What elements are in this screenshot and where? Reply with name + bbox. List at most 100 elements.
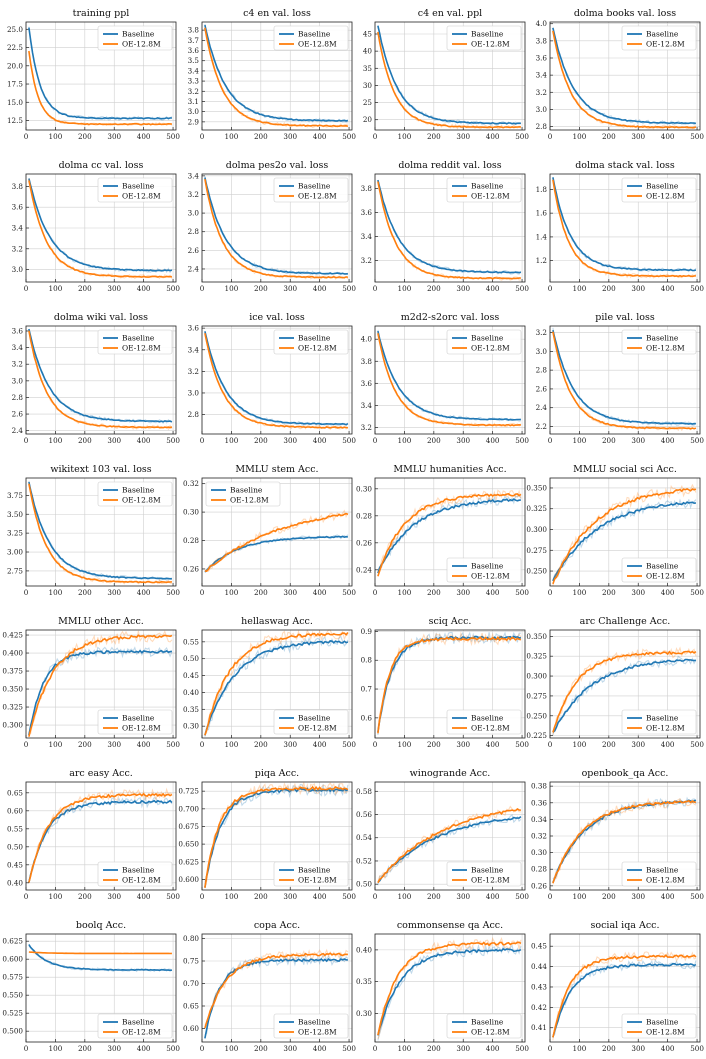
x-tick-label: 0 — [373, 892, 378, 901]
legend-label: OE-12.8M — [122, 876, 161, 885]
y-tick-label: 3.0 — [188, 388, 200, 397]
x-tick-label: 500 — [515, 1044, 529, 1053]
subplot: dolma wiki val. loss 0 100 200 300 400 500 2.4 2… — [12, 312, 181, 445]
legend-label: Baseline — [471, 562, 504, 571]
subplot: training ppl 0 100 200 300 400 500 12.5 15.0 17.5… — [7, 8, 180, 141]
y-tick-label: 0.26 — [356, 538, 372, 547]
axes-frame — [549, 933, 701, 1043]
y-tick-label: 1.4 — [536, 232, 548, 241]
series-line — [552, 27, 697, 125]
series-line — [377, 498, 521, 574]
legend-label: OE-12.8M — [298, 192, 337, 201]
y-tick-label: 0.375 — [2, 667, 23, 676]
x-tick-label: 200 — [427, 740, 441, 749]
x-tick-label: 200 — [254, 892, 268, 901]
legend-label: Baseline — [122, 30, 155, 39]
y-tick-label: 3.2 — [536, 88, 547, 97]
y-tick-label: 0.32 — [183, 479, 199, 488]
subplot: dolma reddit val. loss 0 100 200 300 400 500 3.… — [361, 160, 530, 293]
y-tick-label: 0.70 — [183, 979, 199, 988]
y-tick-label: 3.8 — [361, 357, 373, 366]
y-tick-label: 0.500 — [2, 1027, 23, 1036]
y-tick-label: 0.50 — [7, 842, 23, 851]
legend-label: OE-12.8M — [471, 876, 510, 885]
x-tick-label: 400 — [661, 132, 675, 141]
x-tick-label: 0 — [24, 892, 29, 901]
y-tick-label: 3.6 — [12, 326, 24, 335]
series-line — [204, 952, 348, 1029]
y-tick-label: 3.8 — [188, 26, 200, 35]
x-tick-label: 100 — [49, 132, 63, 141]
subplot-title: c4 en val. ppl — [418, 8, 482, 19]
axes-frame — [25, 173, 177, 283]
y-tick-label: 0.55 — [183, 637, 199, 646]
subplot: MMLU humanities Acc. 0 100 200 300 400 500 0.24… — [356, 464, 529, 597]
y-tick-label: 0.650 — [178, 840, 199, 849]
x-tick-label: 300 — [631, 284, 645, 293]
y-tick-label: 0.28 — [356, 511, 372, 520]
x-tick-label: 500 — [515, 132, 529, 141]
y-tick-label: 0.56 — [356, 810, 372, 819]
legend-label: OE-12.8M — [471, 192, 510, 201]
series-raw-line — [377, 494, 522, 571]
x-tick-label: 200 — [78, 588, 92, 597]
legend-label: OE-12.8M — [646, 344, 685, 353]
y-tick-label: 3.4 — [12, 343, 24, 352]
x-tick-label: 500 — [342, 1044, 356, 1053]
y-tick-label: 2.8 — [536, 122, 548, 131]
subplot: winogrande Acc. 0 100 200 300 400 500 0.50 0.52 0… — [356, 768, 529, 901]
y-tick-label: 0.50 — [356, 880, 372, 889]
x-tick-label: 200 — [254, 436, 268, 445]
axes-frame — [374, 477, 526, 587]
x-tick-label: 200 — [602, 132, 616, 141]
y-tick-label: 3.4 — [12, 224, 24, 233]
x-tick-label: 300 — [456, 132, 470, 141]
y-tick-label: 3.2 — [12, 360, 23, 369]
x-tick-label: 100 — [49, 740, 63, 749]
x-tick-label: 200 — [78, 740, 92, 749]
x-tick-label: 400 — [137, 436, 151, 445]
legend-label: OE-12.8M — [646, 724, 685, 733]
x-tick-label: 0 — [548, 132, 553, 141]
x-tick-label: 300 — [631, 132, 645, 141]
y-tick-label: 0.600 — [2, 955, 23, 964]
series-raw-line — [28, 51, 173, 127]
subplot: arc Challenge Acc. 0 100 200 300 400 500 0.225 0… — [526, 616, 704, 749]
x-tick-label: 500 — [166, 284, 180, 293]
y-tick-label: 0.6 — [361, 713, 373, 722]
x-tick-label: 400 — [486, 284, 500, 293]
subplot-title: dolma reddit val. loss — [398, 160, 501, 171]
y-tick-label: 3.0 — [188, 209, 200, 218]
y-tick-label: 3.2 — [536, 328, 547, 337]
x-tick-label: 100 — [398, 132, 412, 141]
x-tick-label: 0 — [548, 1044, 553, 1053]
x-tick-label: 400 — [137, 588, 151, 597]
x-tick-label: 100 — [398, 436, 412, 445]
x-tick-label: 200 — [427, 892, 441, 901]
x-tick-label: 200 — [427, 284, 441, 293]
x-tick-label: 0 — [373, 588, 378, 597]
x-tick-label: 400 — [486, 740, 500, 749]
subplot-title: copa Acc. — [254, 920, 300, 931]
x-tick-label: 0 — [24, 740, 29, 749]
legend-label: OE-12.8M — [298, 876, 337, 885]
legend-label: Baseline — [646, 30, 679, 39]
y-tick-label: 3.0 — [536, 105, 548, 114]
x-tick-label: 400 — [137, 284, 151, 293]
x-tick-label: 500 — [690, 588, 704, 597]
x-tick-label: 400 — [661, 436, 675, 445]
x-tick-label: 200 — [602, 892, 616, 901]
x-tick-label: 200 — [78, 132, 92, 141]
y-tick-label: 2.6 — [12, 410, 24, 419]
series-line — [28, 649, 173, 736]
y-tick-label: 0.625 — [2, 937, 23, 946]
subplot: copa Acc. 0 100 200 300 400 500 0.60 0.65 0.70 0.7… — [183, 920, 356, 1053]
legend-label: Baseline — [230, 486, 263, 495]
